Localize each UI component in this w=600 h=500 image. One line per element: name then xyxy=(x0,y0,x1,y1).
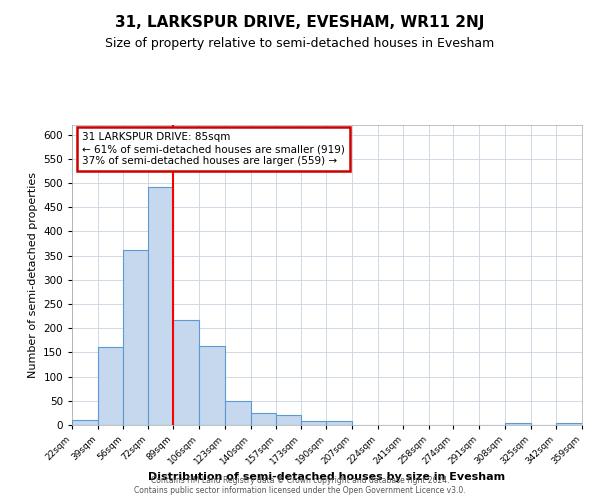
Bar xyxy=(199,346,225,425)
Bar xyxy=(277,416,301,425)
Text: Size of property relative to semi-detached houses in Evesham: Size of property relative to semi-detach… xyxy=(106,38,494,51)
Bar xyxy=(225,402,251,425)
Bar xyxy=(251,413,277,425)
Text: Contains HM Land Registry data © Crown copyright and database right 2024.
Contai: Contains HM Land Registry data © Crown c… xyxy=(134,476,466,495)
Bar xyxy=(148,187,173,425)
Bar xyxy=(98,346,124,425)
Bar xyxy=(556,422,582,425)
Text: 31 LARKSPUR DRIVE: 85sqm
← 61% of semi-detached houses are smaller (919)
37% of : 31 LARKSPUR DRIVE: 85sqm ← 61% of semi-d… xyxy=(82,132,345,166)
Bar xyxy=(326,421,352,425)
X-axis label: Distribution of semi-detached houses by size in Evesham: Distribution of semi-detached houses by … xyxy=(148,472,506,482)
Bar xyxy=(124,250,148,425)
Bar xyxy=(505,422,530,425)
Text: 31, LARKSPUR DRIVE, EVESHAM, WR11 2NJ: 31, LARKSPUR DRIVE, EVESHAM, WR11 2NJ xyxy=(115,15,485,30)
Y-axis label: Number of semi-detached properties: Number of semi-detached properties xyxy=(28,172,38,378)
Bar xyxy=(72,420,98,425)
Bar xyxy=(173,320,199,425)
Bar xyxy=(301,421,326,425)
